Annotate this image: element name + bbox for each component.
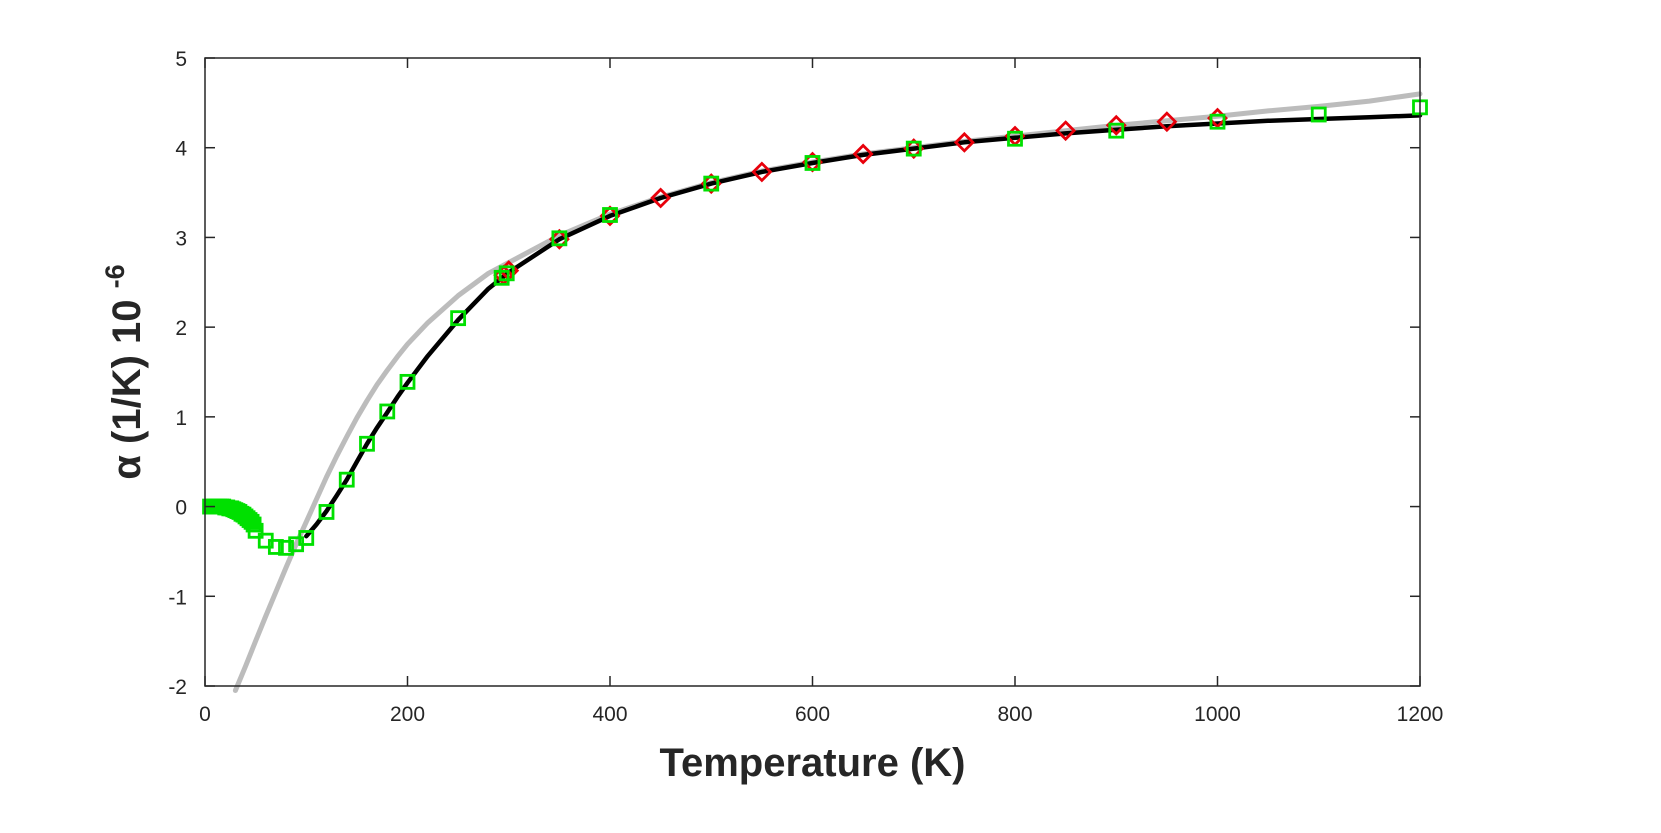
green-square-point (298, 530, 315, 546)
red-diamond-point (751, 161, 773, 183)
red-diamond-point (953, 131, 975, 153)
y-tick-label: 4 (175, 138, 187, 161)
axis-ticks: 0 200 400 600 800 1000 1200 -2 -1 0 1 2 3 4 5 (168, 48, 1443, 726)
green-square-point (450, 310, 467, 327)
green-square-point (703, 175, 720, 192)
y-tick-label: 2 (175, 317, 187, 340)
green-square-point (905, 140, 922, 157)
gray-curve (232, 91, 1423, 693)
series-1 (304, 113, 1423, 539)
y-axis-title: α (1/K) 10 -6 (100, 264, 149, 479)
x-tick-label: 800 (997, 703, 1032, 726)
y-tick-label: 3 (175, 227, 187, 250)
green-square-point (278, 539, 294, 556)
green-square-point (602, 207, 618, 223)
red-diamond-point (852, 143, 874, 165)
y-tick-label: -1 (168, 586, 187, 609)
green-square-point (1108, 122, 1125, 139)
green-square-point (338, 471, 355, 488)
green-square-point (243, 513, 260, 530)
green-square-point (1007, 130, 1023, 147)
green-square-point (379, 403, 396, 420)
green-square-point (1209, 113, 1226, 130)
green-square-point (1310, 106, 1327, 123)
red-diamond-point (650, 187, 672, 209)
series-0 (232, 91, 1423, 693)
y-tick-label: 5 (175, 48, 187, 71)
x-tick-label: 400 (592, 703, 627, 726)
red-diamond-point (1055, 120, 1077, 142)
x-axis-title: Temperature (K) (660, 741, 966, 785)
y-axis-title-exponent: -6 (100, 264, 130, 288)
green-square-point (247, 522, 264, 539)
green-square-point (551, 230, 568, 247)
x-tick-label: 200 (390, 703, 425, 726)
green-square-point (498, 265, 515, 282)
green-square-point (399, 373, 416, 390)
series-layer (202, 91, 1428, 693)
y-tick-label: 0 (175, 497, 187, 520)
x-tick-label: 0 (199, 703, 211, 726)
green-square-point (493, 269, 510, 286)
y-tick-label: -2 (168, 676, 187, 699)
series-3 (202, 99, 1428, 556)
red-diamond-point (1105, 114, 1127, 136)
y-axis-title-main: α (1/K) 10 (105, 299, 149, 479)
y-tick-label: 1 (175, 407, 187, 430)
x-tick-label: 600 (795, 703, 830, 726)
green-square-point (318, 504, 335, 520)
series-2 (493, 107, 1228, 286)
black-curve (304, 113, 1423, 539)
x-tick-label: 1200 (1397, 703, 1444, 726)
green-square-point (359, 435, 375, 452)
green-square-point (267, 539, 284, 555)
green-square-point (804, 155, 821, 171)
x-tick-label: 1000 (1194, 703, 1241, 726)
red-diamond-point (1156, 111, 1178, 133)
